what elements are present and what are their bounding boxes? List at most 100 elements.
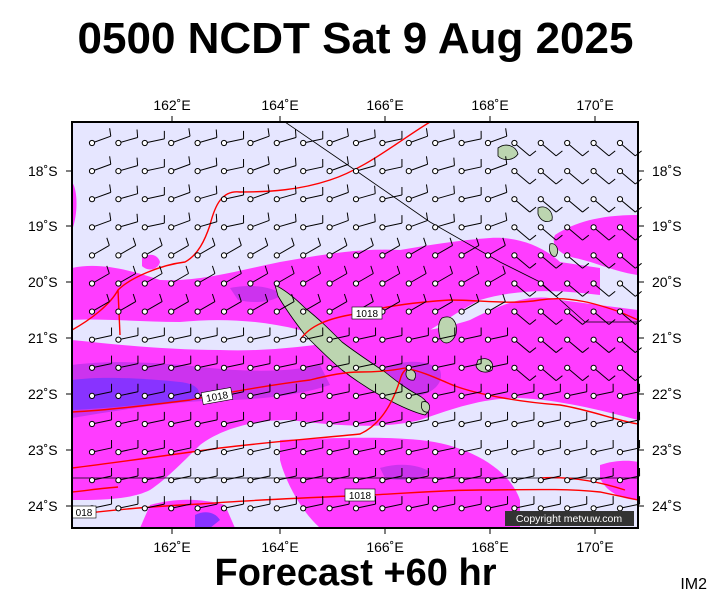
wind-barb-feather: [185, 265, 189, 274]
wind-barb-shaft: [435, 447, 455, 453]
wind-barb-station: [458, 505, 465, 512]
wind-barb-shaft: [566, 255, 583, 269]
wind-barb-station: [168, 196, 175, 203]
wind-barb-feather: [608, 375, 616, 382]
wind-barb-shaft: [619, 170, 636, 185]
wind-barb-station: [194, 168, 201, 175]
wind-barb-shaft: [461, 335, 482, 341]
wind-barb-station: [537, 420, 544, 428]
wind-barb-shaft: [487, 391, 508, 397]
wind-barb-shaft: [329, 135, 349, 144]
wind-barb-shaft: [91, 273, 110, 284]
wind-barb-shaft: [303, 475, 323, 481]
wind-barb-station: [247, 392, 254, 399]
wind-barb-shaft: [197, 273, 216, 284]
lat-label-20-left: 20˚S: [28, 274, 58, 290]
wind-barb-station: [616, 477, 624, 484]
vanuatu-island-1: [497, 144, 519, 160]
wind-barb-feather: [555, 262, 563, 269]
wind-barb-feather: [211, 265, 216, 274]
wind-barb-shaft: [144, 301, 163, 313]
wind-barb-feather: [370, 293, 374, 302]
wind-barb-station: [405, 336, 412, 343]
wind-barb-station: [405, 449, 412, 456]
wind-barb-station: [141, 196, 148, 203]
wind-barb-shaft: [408, 135, 428, 144]
wind-barb-shaft: [250, 447, 271, 453]
wind-barb-station: [511, 364, 518, 371]
wind-barb-shaft: [223, 475, 244, 481]
wind-barb-shaft: [593, 475, 614, 481]
wind-barb-feather: [505, 128, 508, 137]
loyalty-island-3: [405, 369, 416, 381]
wind-barb-station: [379, 420, 386, 428]
wind-barb-station: [564, 196, 571, 203]
wind-barb-shaft: [435, 419, 455, 425]
wind-barb-shaft: [408, 363, 429, 369]
vanuatu-island-2: [537, 206, 553, 222]
wind-barb-shaft: [118, 503, 139, 509]
wind-barb-station: [537, 392, 544, 399]
wind-barb-station: [326, 168, 333, 175]
wind-barb-shaft: [91, 301, 110, 313]
wind-barb-shaft: [118, 221, 138, 228]
wind-barb-shaft: [171, 363, 191, 369]
wind-barb-shaft: [593, 311, 610, 325]
wind-barb-station: [564, 392, 571, 399]
wind-barb-shaft: [566, 311, 583, 325]
wind-barb-station: [141, 336, 148, 343]
wind-barb-shaft: [355, 221, 376, 228]
wind-barb-shaft: [171, 419, 191, 425]
wind-barb-shaft: [303, 222, 323, 228]
wind-barb-station: [273, 280, 280, 287]
wind-barb-station: [537, 139, 544, 147]
wind-barb-feather: [425, 156, 429, 165]
wind-barb-feather: [374, 213, 376, 222]
wind-barb-station: [220, 336, 228, 343]
wind-barb-shaft: [118, 335, 139, 341]
wind-barb-feather: [475, 265, 480, 274]
wind-barb-station: [616, 168, 624, 175]
isobar-label-group: 1018 1018 1018 018: [71, 306, 383, 519]
lat-label-19-left: 19˚S: [28, 218, 58, 234]
wind-barb-shaft: [250, 391, 271, 397]
wind-barb-feather: [343, 237, 348, 246]
wind-barb-shaft: [566, 283, 583, 297]
wind-barb-station: [220, 449, 228, 456]
wind-barb-station: [484, 420, 492, 428]
wind-barb-station: [379, 224, 386, 231]
vanuatu-island-3: [549, 243, 558, 257]
wind-barb-shaft: [223, 503, 244, 509]
wind-barb-station: [247, 308, 254, 315]
wind-barb-shaft: [329, 503, 350, 509]
wind-barb-station: [458, 280, 465, 287]
wind-barb-station: [326, 252, 333, 259]
wind-barb-feather: [502, 293, 506, 302]
wind-barb-shaft: [487, 363, 508, 369]
wind-barb-shaft: [461, 447, 482, 453]
wind-barb-station: [115, 224, 122, 231]
wind-barb-station: [300, 505, 307, 512]
wind-barb-shaft: [171, 503, 191, 509]
wind-barb-shaft: [514, 503, 535, 509]
wind-barb-feather: [317, 237, 321, 246]
wind-barb-station: [326, 196, 333, 203]
wind-barb-shaft: [382, 475, 403, 481]
wind-barb-shaft: [250, 191, 270, 200]
wind-barb-feather: [294, 157, 297, 166]
wind-barb-shaft: [91, 335, 112, 341]
wind-barb-shaft: [593, 447, 614, 453]
wind-barb-station: [564, 168, 571, 175]
wind-barb-station: [194, 364, 201, 371]
copyright-box: [505, 511, 634, 526]
wind-barb-shaft: [276, 244, 295, 256]
wind-barb-shaft: [540, 503, 561, 509]
wind-barb-shaft: [435, 137, 455, 144]
wind-barb-shaft: [197, 193, 217, 200]
wind-barb-station: [379, 280, 386, 287]
wind-barb-station: [247, 252, 254, 259]
wind-barb-shaft: [329, 163, 349, 172]
wind-barb-station: [300, 139, 307, 147]
wind-barb-station: [590, 139, 597, 147]
wind-barb-station: [379, 449, 386, 456]
